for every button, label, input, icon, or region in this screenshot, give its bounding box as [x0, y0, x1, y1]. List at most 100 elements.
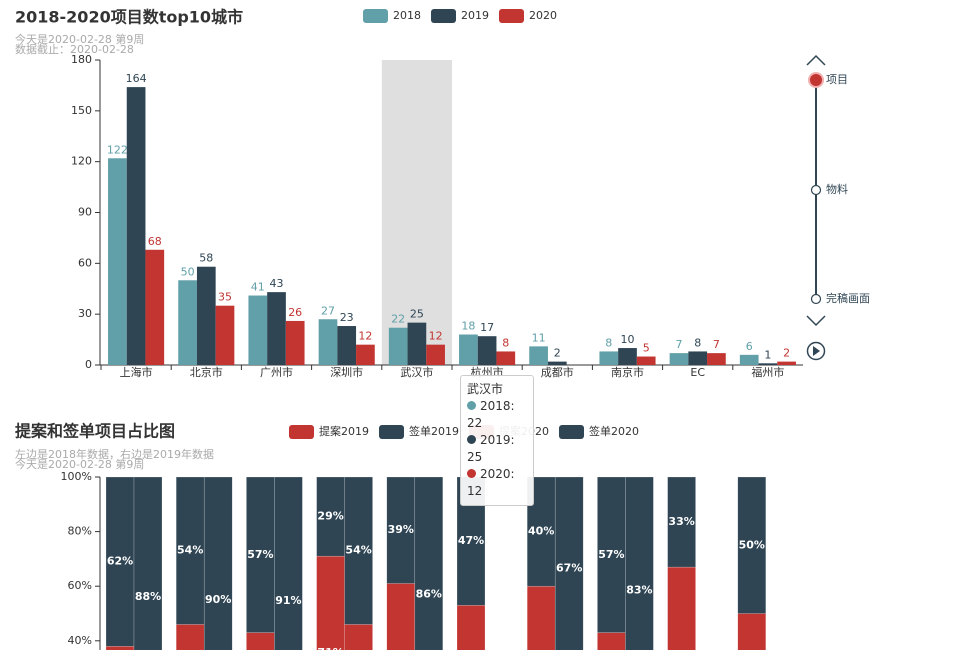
timeline-prev[interactable]: [806, 54, 826, 66]
x-tick-label: 上海市: [120, 365, 153, 379]
bar: [215, 305, 235, 365]
legend-swatch: [363, 9, 388, 23]
data-label: 41: [251, 281, 265, 294]
data-label: 62%: [107, 555, 133, 568]
x-tick-label: 成都市: [541, 365, 574, 379]
bar: [739, 354, 759, 365]
y-tick-label: 100%: [61, 470, 92, 483]
data-label: 7: [676, 338, 683, 351]
bar-segment: [625, 476, 654, 650]
data-label: 57%: [247, 548, 273, 561]
chart-subtitle: 数据截止：2020-02-28: [15, 42, 134, 56]
bar: [477, 336, 497, 365]
bar-segment: [597, 632, 626, 650]
y-tick-label: 90: [78, 206, 92, 219]
bar-segment: [175, 624, 205, 650]
tooltip: 武汉市 2018: 22 2019: 25 2020: 12: [460, 375, 534, 506]
x-tick-label: 武汉市: [400, 365, 433, 379]
legend-label: 2020: [529, 9, 557, 22]
y-tick-label: 120: [71, 155, 92, 168]
bar: [388, 327, 408, 365]
y-tick-label: 40%: [68, 634, 92, 647]
bar: [356, 344, 375, 365]
bar-segment: [316, 555, 345, 650]
data-label: 71%: [317, 646, 343, 650]
data-label: 18: [461, 320, 475, 333]
tooltip-marker: [467, 401, 476, 410]
bar-segment: [133, 476, 163, 650]
bar-segment: [203, 476, 233, 650]
data-label: 11: [532, 331, 546, 344]
legend-swatch: [379, 425, 404, 439]
bar: [618, 348, 637, 365]
bar: [426, 344, 445, 365]
bar-segment: [737, 613, 767, 650]
data-label: 91%: [275, 594, 301, 607]
x-tick-label: 深圳市: [330, 365, 363, 379]
chart-subtitle: 左边是2018年数据，右边是2019年数据: [15, 447, 214, 461]
data-label: 50%: [739, 538, 765, 551]
data-label: 27: [321, 304, 335, 317]
bar: [547, 361, 567, 365]
chart-title: 提案和签单项目占比图: [15, 422, 175, 441]
data-label: 5: [643, 342, 650, 355]
chart-subtitle: 今天是2020-02-28 第9周: [15, 32, 144, 46]
timeline-next[interactable]: [806, 315, 826, 327]
y-tick-label: 60%: [68, 579, 92, 592]
bar: [285, 320, 305, 365]
bar: [636, 356, 656, 365]
bar-segment: [737, 476, 767, 614]
y-tick-label: 150: [71, 104, 92, 117]
bar: [248, 295, 268, 365]
data-label: 50: [181, 265, 195, 278]
legend-label: 2018: [393, 9, 421, 22]
data-label: 47%: [458, 534, 484, 547]
bar: [145, 249, 165, 365]
data-label: 12: [358, 330, 372, 343]
tooltip-row: 2020: 12: [467, 466, 527, 500]
legend-swatch: [289, 425, 314, 439]
bar: [529, 346, 548, 365]
data-label: 29%: [317, 510, 343, 523]
legend-swatch: [431, 9, 456, 23]
x-tick-label: 南京市: [611, 365, 644, 379]
data-label: 54%: [345, 544, 371, 557]
data-label: 17: [480, 321, 494, 334]
data-label: 43: [270, 277, 284, 290]
y-tick-label: 30: [78, 307, 92, 320]
bar: [108, 158, 127, 365]
timeline-dot-active[interactable]: [808, 72, 824, 88]
data-label: 1: [764, 348, 771, 361]
data-label: 83%: [626, 583, 652, 596]
timeline-play[interactable]: [806, 341, 826, 361]
data-label: 122: [107, 143, 128, 156]
y-tick-label: 60: [78, 256, 92, 269]
data-label: 25: [410, 308, 424, 321]
data-label: 58: [199, 252, 213, 265]
bar: [318, 319, 338, 365]
y-tick-label: 0: [85, 358, 92, 371]
tooltip-title: 武汉市: [467, 382, 504, 396]
bar-segment: [175, 476, 205, 625]
tooltip-line: 2018: 22: [467, 399, 515, 430]
bar: [267, 292, 286, 365]
bar: [777, 361, 796, 365]
legend-swatch: [559, 425, 584, 439]
bar: [496, 351, 516, 365]
timeline-dot[interactable]: [810, 293, 822, 305]
data-label: 7: [713, 338, 720, 351]
data-label: 35: [218, 291, 232, 304]
chart-title: 2018-2020项目数top10城市: [15, 8, 243, 27]
bar-segment: [105, 646, 135, 650]
x-tick-label: 北京市: [190, 365, 223, 379]
bar-segment: [344, 624, 373, 650]
bar: [459, 334, 478, 365]
timeline-dot[interactable]: [810, 184, 822, 196]
data-label: 22: [391, 313, 405, 326]
data-label: 8: [694, 336, 701, 349]
bar: [758, 363, 778, 365]
legend-label: 签单2020: [589, 424, 639, 438]
bar-segment: [414, 476, 444, 650]
chart-subtitle: 今天是2020-02-28 第9周: [15, 457, 144, 471]
